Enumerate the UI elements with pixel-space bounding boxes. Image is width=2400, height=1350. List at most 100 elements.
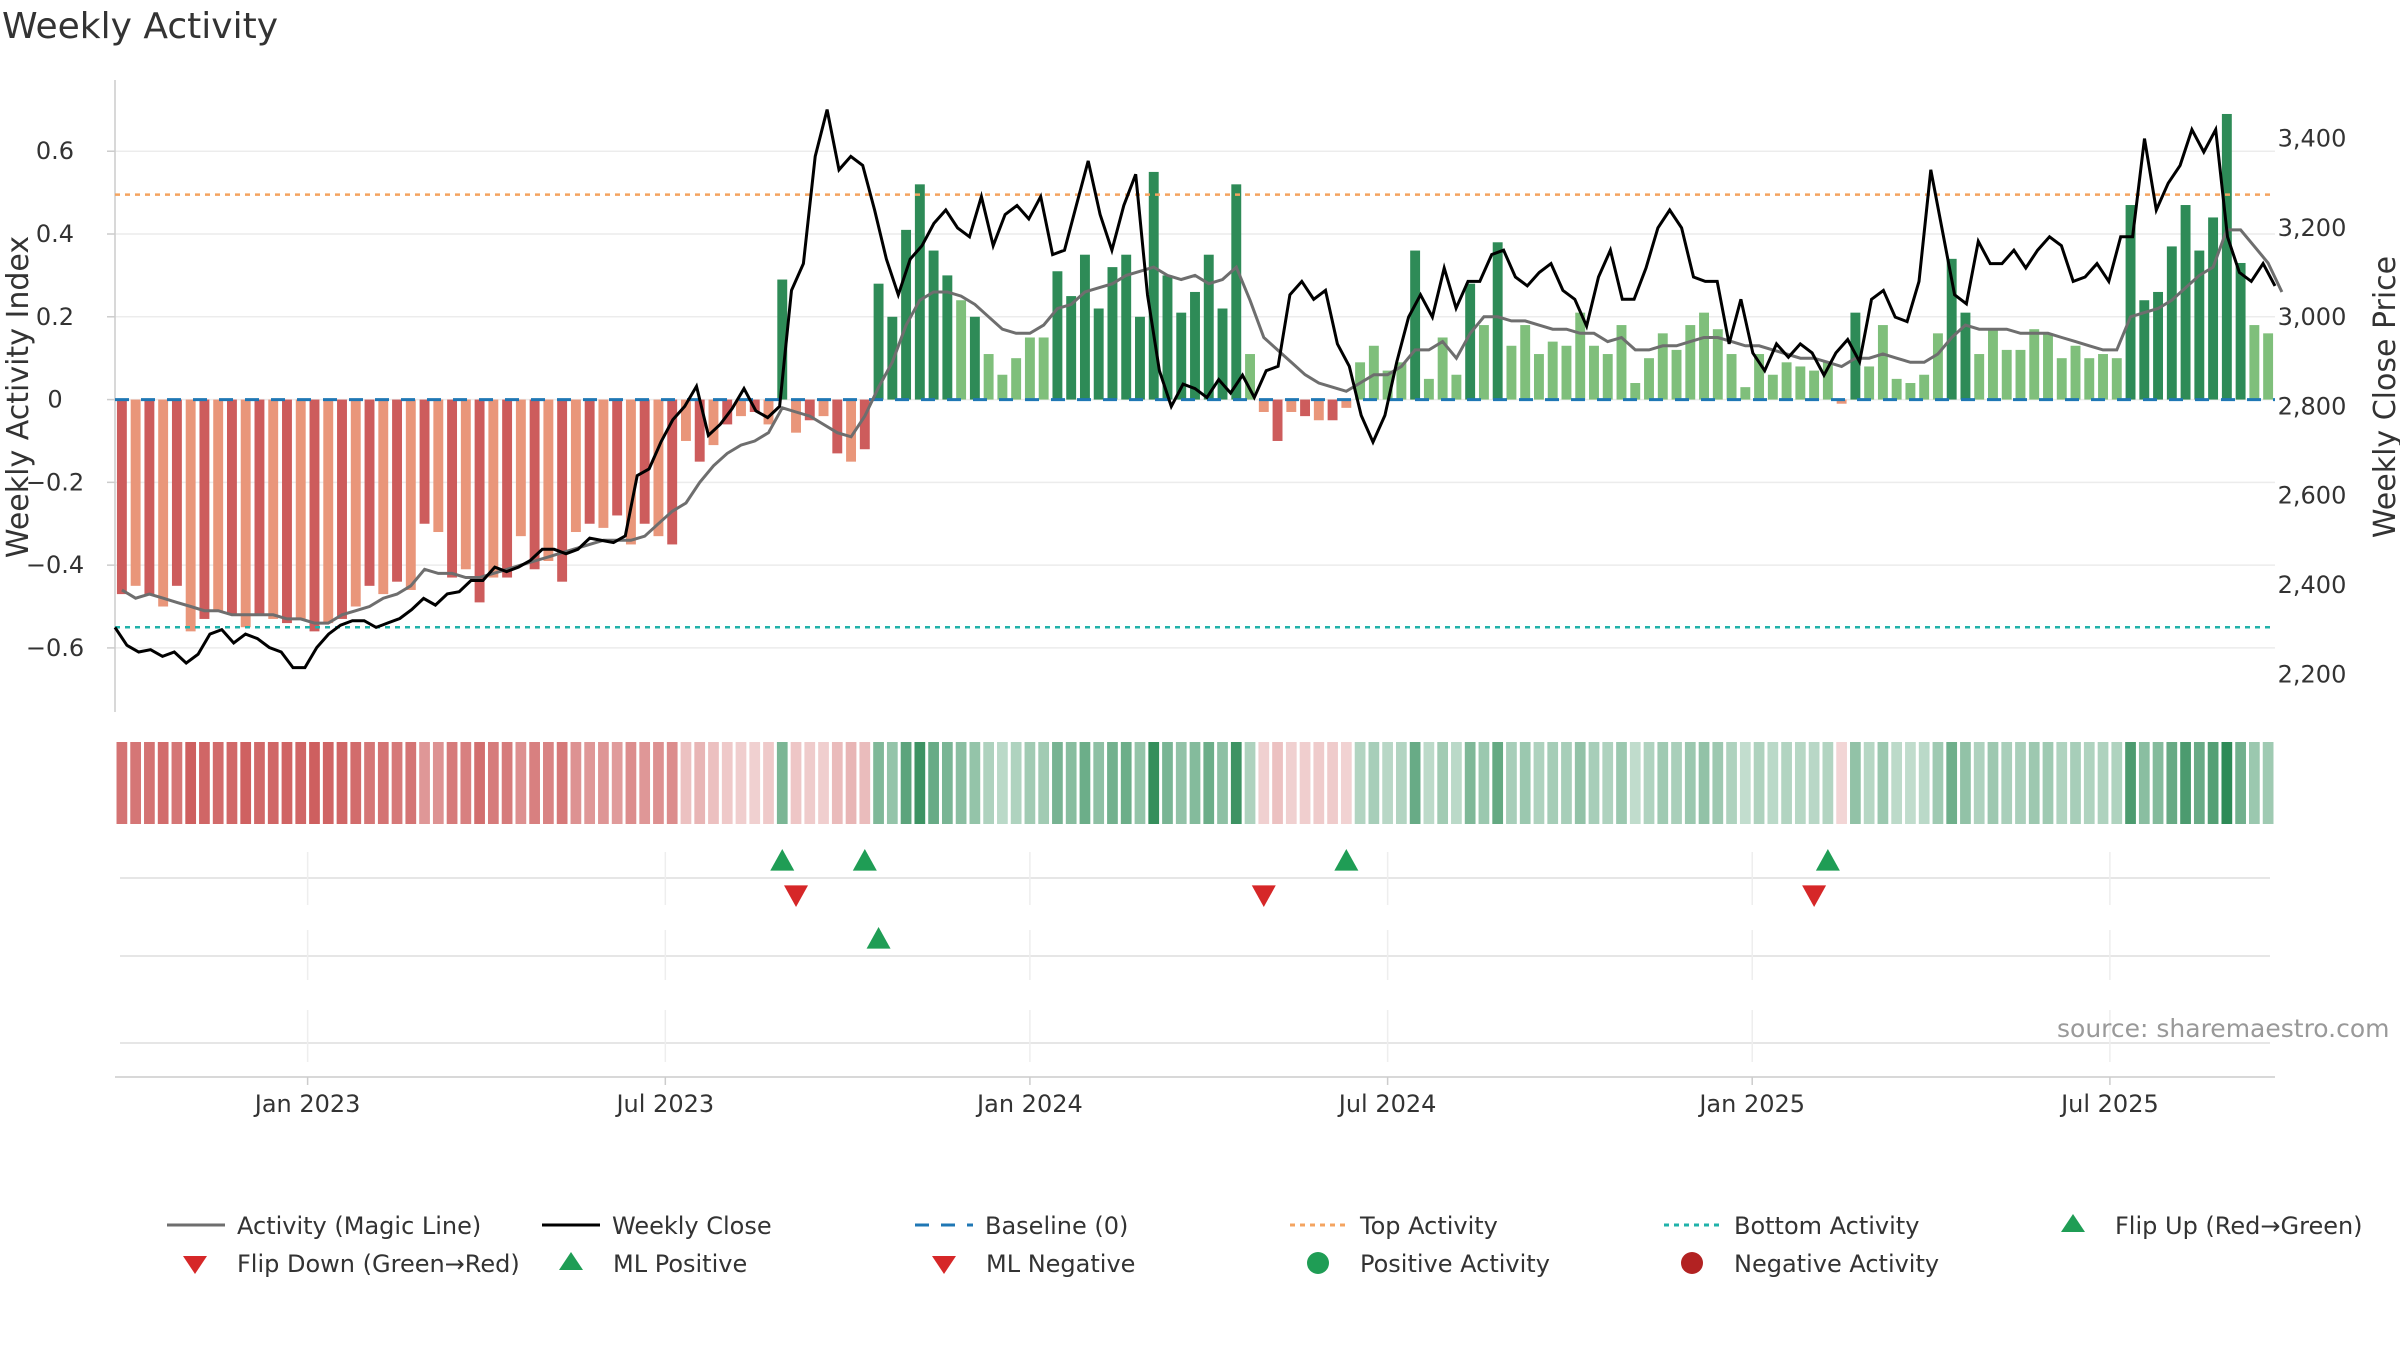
activity-bar [1974, 354, 1985, 400]
heat-cell [1574, 742, 1586, 824]
heat-cell [2042, 742, 2054, 824]
activity-bar [1162, 275, 1173, 400]
legend-flip-down: Flip Down (Green→Red) [183, 1250, 520, 1278]
heat-cell [1519, 742, 1531, 824]
y-tick-label: −0.6 [26, 634, 84, 662]
legend-positive-activity-label: Positive Activity [1360, 1250, 1550, 1278]
heat-cell [1863, 742, 1875, 824]
weekly-close-series [113, 109, 2277, 670]
heat-cell [1134, 742, 1146, 824]
activity-bar [1822, 362, 1833, 400]
activity-bar [2221, 113, 2232, 400]
heat-cell [1506, 742, 1517, 824]
heat-cell [2111, 742, 2123, 824]
activity-bar [791, 399, 801, 433]
x-tick-label: Jul 2023 [614, 1090, 714, 1118]
activity-bar [199, 399, 210, 619]
heat-cell [556, 742, 568, 824]
activity-bar [681, 399, 691, 441]
activity-bar [474, 399, 485, 603]
y-tick-label: 0.2 [36, 303, 74, 331]
heat-cell [157, 742, 169, 824]
heat-cell [1492, 742, 1504, 824]
heat-cell [199, 742, 210, 824]
activity-bar [433, 399, 444, 533]
heat-cell [2248, 742, 2260, 824]
activity-bar [1203, 254, 1214, 400]
heat-cell [1643, 742, 1655, 824]
activity-bar [1781, 362, 1792, 400]
activity-bar [116, 399, 127, 595]
activity-bar [2263, 333, 2274, 400]
heat-cell [1038, 742, 1050, 824]
activity-bar [1190, 291, 1200, 400]
activity-bar [1932, 333, 1943, 400]
heat-cell [1120, 742, 1132, 824]
activity-bar [928, 250, 939, 400]
heat-cell [941, 742, 953, 824]
heat-cell [267, 742, 279, 824]
heat-cell [653, 742, 664, 824]
activity-bar [1657, 333, 1668, 400]
activity-bars [116, 113, 2274, 632]
x-tick-label: Jan 2024 [975, 1090, 1083, 1118]
legend-ml-negative-swatch [932, 1256, 956, 1274]
activity-bar [1877, 325, 1888, 400]
activity-bar [1602, 354, 1613, 400]
heat-cell [1175, 742, 1187, 824]
activity-bar [1368, 345, 1379, 400]
activity-bar [1644, 358, 1654, 400]
activity-bar [1300, 399, 1311, 417]
activity-bar [570, 399, 581, 533]
activity-bar [969, 316, 980, 400]
heat-cell [1230, 742, 1242, 824]
activity-bar [1313, 399, 1324, 421]
activity-bar [708, 399, 719, 446]
heat-cell [171, 742, 183, 824]
heat-cell [2125, 742, 2136, 824]
activity-bar [1245, 354, 1255, 400]
x-tick-label: Jan 2023 [253, 1090, 361, 1118]
heat-cell [790, 742, 802, 824]
activity-bar [1038, 337, 1049, 400]
heat-cell [405, 742, 417, 824]
activity-bar [268, 399, 279, 619]
legend-flip-down-label: Flip Down (Green→Red) [237, 1250, 520, 1278]
heat-cell [1891, 742, 1903, 824]
heat-cell [955, 742, 967, 824]
activity-bar [1726, 354, 1737, 400]
heat-cell [144, 742, 155, 824]
activity-bar [832, 399, 843, 454]
activity-bar [1258, 399, 1269, 412]
activity-bar [2180, 205, 2191, 400]
legend-negative-activity: Negative Activity [1681, 1250, 1939, 1278]
heat-cell [776, 742, 788, 824]
heat-cell [804, 742, 816, 824]
activity-bar [2111, 358, 2122, 400]
y2-tick-label: 3,000 [2278, 303, 2347, 331]
activity-bar [1382, 370, 1393, 400]
activity-bar [350, 399, 361, 607]
activity-bar [1135, 316, 1145, 400]
legend-positive-activity-swatch [1307, 1252, 1329, 1274]
legend-ml-negative-label: ML Negative [986, 1250, 1135, 1278]
flip-up-marker [1815, 849, 1840, 871]
flip-up-marker [852, 849, 877, 871]
activity-bar [378, 399, 389, 595]
activity-bar [295, 399, 306, 619]
heat-cell [1464, 742, 1476, 824]
heat-cell [1299, 742, 1311, 824]
activity-bar [1795, 366, 1806, 400]
heat-cell [1684, 742, 1696, 824]
activity-bar [557, 399, 568, 582]
activity-bar [722, 399, 733, 425]
activity-bar [598, 399, 609, 528]
y2-tick-label: 3,400 [2278, 125, 2347, 153]
heat-cell [969, 742, 981, 824]
activity-bar [2208, 217, 2219, 400]
heat-cell [240, 742, 252, 824]
heat-cell [1093, 742, 1105, 824]
heat-cell [666, 742, 678, 824]
heat-cell [1368, 742, 1380, 824]
heat-cell [859, 742, 871, 824]
